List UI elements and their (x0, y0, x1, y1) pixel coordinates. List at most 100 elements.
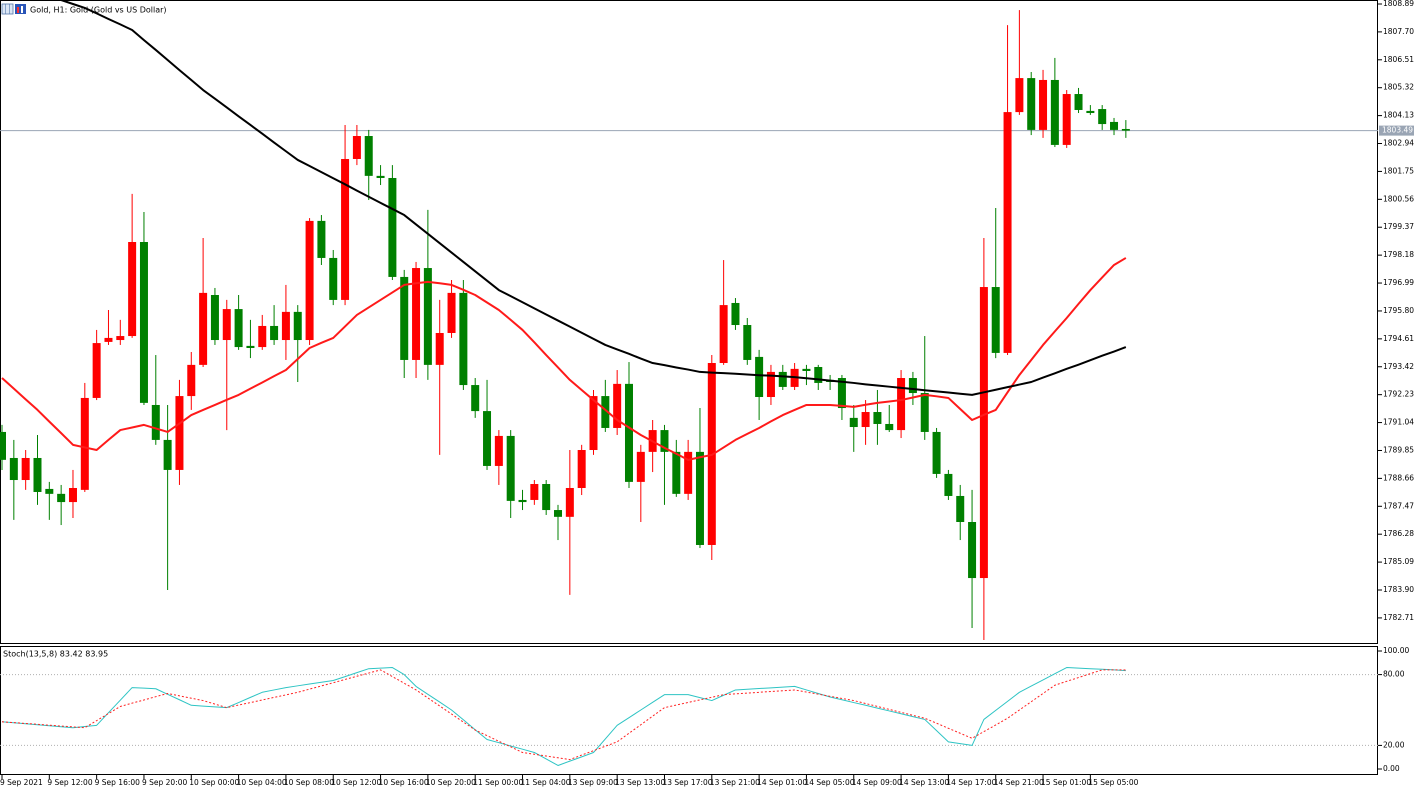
candle-body (281, 311, 290, 341)
y-tick-label: 1800.56 (1383, 194, 1414, 203)
candle-body (447, 292, 456, 333)
x-tick-label: 9 Sep 16:00 (95, 778, 141, 787)
candle-body (684, 451, 693, 494)
sub-panel (0, 646, 1378, 775)
candle-body (802, 368, 811, 371)
candle-body (494, 435, 503, 466)
candle-body (412, 268, 421, 360)
candle-body (1098, 109, 1107, 125)
candle-body (613, 383, 622, 428)
candle-body (542, 484, 551, 511)
candle-body (246, 345, 255, 348)
y-tick-label: 1789.85 (1383, 445, 1414, 454)
candle-body (471, 385, 480, 412)
candle-body (885, 423, 894, 431)
y-tick-label: 1794.61 (1383, 334, 1414, 343)
candle-body (589, 396, 598, 451)
y-tick-label: 1802.94 (1383, 139, 1414, 148)
candle-body (719, 305, 728, 364)
candle-body (305, 220, 314, 341)
symbol-icon (1, 3, 26, 15)
candle-body (968, 521, 977, 579)
candle-body (1062, 94, 1071, 145)
y-tick-label: 0.00 (1383, 764, 1400, 773)
candle-body (317, 220, 326, 258)
candle-body (518, 499, 527, 503)
x-tick-label: 13 Sep 13:00 (615, 778, 665, 787)
candle-body (944, 473, 953, 496)
x-tick-label: 9 Sep 2021 (0, 778, 43, 787)
candle-body (1039, 79, 1048, 130)
candle-body (222, 309, 231, 341)
x-tick-label: 14 Sep 05:00 (804, 778, 854, 787)
candle-body (837, 378, 846, 409)
x-tick-label: 10 Sep 08:00 (284, 778, 334, 787)
candle-body (755, 356, 764, 398)
candle-body (861, 412, 870, 428)
y-tick-label: 20.00 (1383, 740, 1405, 749)
candle-body (601, 396, 610, 428)
candle-body (258, 325, 267, 348)
x-tick-label: 14 Sep 09:00 (852, 778, 902, 787)
candle-body (293, 311, 302, 341)
x-tick-label: 11 Sep 00:00 (473, 778, 523, 787)
candle-body (1015, 78, 1024, 113)
sub-plot (0, 667, 1378, 766)
candle-body (577, 450, 586, 488)
candle-body (991, 287, 1000, 353)
last-price-tag (1379, 125, 1414, 136)
y-tick-label: 1795.80 (1383, 306, 1414, 315)
candle-body (1027, 78, 1036, 130)
x-tick-label: 9 Sep 12:00 (47, 778, 93, 787)
candle-body (57, 493, 66, 503)
candle-body (9, 457, 18, 481)
candle-body (849, 417, 858, 428)
candle-body (128, 242, 137, 337)
x-tick-label: 11 Sep 04:00 (521, 778, 571, 787)
candle-body (388, 177, 397, 277)
candle-body (624, 383, 633, 482)
candle-body (0, 431, 6, 460)
candle-body (175, 396, 184, 470)
x-tick-label: 10 Sep 20:00 (426, 778, 476, 787)
candle-body (1050, 79, 1059, 145)
candle-body (979, 287, 988, 579)
y-tick-label: 1807.70 (1383, 27, 1414, 36)
candle-body (423, 268, 432, 365)
candle-body (778, 371, 787, 387)
indicator-title: Stoch(13,5,8) 83.42 83.95 (3, 650, 108, 659)
candle-body (459, 292, 468, 386)
candle-body (92, 343, 101, 398)
candle-body (565, 487, 574, 517)
candle-body (187, 364, 196, 397)
main-plot (0, 0, 1378, 640)
last-price-label: 1803.49 (1382, 126, 1413, 135)
candle-body (920, 393, 929, 432)
candle-body (908, 378, 917, 394)
candle-body (743, 325, 752, 360)
candle-body (530, 484, 539, 500)
candle-body (897, 378, 906, 431)
y-tick-label: 1799.37 (1383, 222, 1414, 231)
candle-body (506, 435, 515, 501)
x-tick-label: 13 Sep 09:00 (568, 778, 618, 787)
y-tick-label: 1804.13 (1383, 111, 1414, 120)
candle-body (435, 332, 444, 365)
x-tick-label: 10 Sep 16:00 (379, 778, 429, 787)
candle-body (210, 295, 219, 341)
x-tick-label: 14 Sep 21:00 (994, 778, 1044, 787)
indicator-line (1, 667, 1126, 766)
x-tick-label: 9 Sep 20:00 (142, 778, 188, 787)
candle-body (199, 292, 208, 365)
x-tick-label: 14 Sep 13:00 (899, 778, 949, 787)
candle-body (270, 325, 279, 341)
candle-body (731, 302, 740, 326)
candle-body (376, 175, 385, 178)
y-tick-label: 1793.42 (1383, 362, 1414, 371)
candle-body (21, 457, 30, 481)
candle-body (1003, 112, 1012, 353)
y-tick-label: 1808.89 (1383, 0, 1414, 8)
x-tick-label: 10 Sep 00:00 (189, 778, 239, 787)
